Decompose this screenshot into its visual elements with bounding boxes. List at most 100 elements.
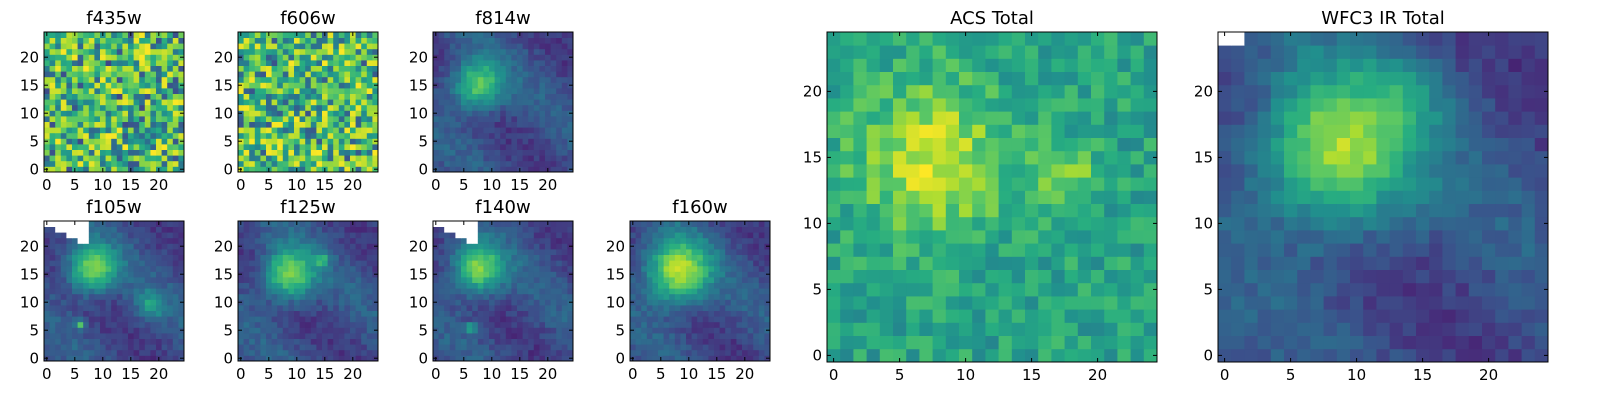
heatmap-cell	[361, 54, 368, 61]
heatmap-cell	[72, 93, 78, 100]
heatmap-cell	[461, 310, 467, 317]
heatmap-cell	[753, 265, 760, 272]
heatmap-cell	[561, 82, 568, 89]
heatmap-cell	[567, 310, 574, 317]
heatmap-cell	[316, 60, 323, 66]
heatmap-cell	[466, 144, 473, 150]
heatmap-cell	[561, 65, 568, 72]
heatmap-cell	[111, 243, 118, 250]
heatmap-cell	[322, 277, 328, 283]
heatmap-cell	[333, 299, 340, 306]
heatmap-cell	[243, 344, 250, 351]
heatmap-cell	[350, 226, 356, 233]
heatmap-cell	[238, 71, 244, 78]
heatmap-cell	[100, 160, 106, 167]
heatmap-cell	[528, 310, 535, 317]
heatmap-cell	[133, 144, 140, 150]
heatmap-cell	[742, 232, 748, 239]
heatmap-cell	[539, 82, 546, 89]
heatmap-cell	[466, 121, 473, 128]
heatmap-cell	[1143, 243, 1158, 257]
heatmap-cell	[94, 48, 101, 55]
heatmap-cell	[105, 116, 112, 122]
heatmap-cell	[449, 155, 456, 162]
heatmap-cell	[663, 293, 670, 300]
heatmap-cell	[466, 271, 473, 278]
heatmap-cell	[249, 65, 256, 72]
heatmap-cell	[94, 221, 101, 227]
heatmap-cell	[156, 305, 162, 311]
heatmap-cell	[66, 305, 73, 311]
heatmap-cell	[505, 305, 512, 311]
heatmap-cell	[758, 249, 765, 255]
heatmap-cell	[100, 48, 106, 55]
heatmap-cell	[94, 110, 101, 117]
heatmap-cell	[327, 71, 334, 78]
heatmap-cell	[144, 260, 151, 267]
heatmap-cell	[277, 333, 284, 339]
heatmap-cell	[94, 127, 101, 134]
heatmap-cell	[444, 60, 451, 66]
heatmap-cell	[522, 232, 529, 239]
heatmap-cell	[100, 65, 106, 72]
heatmap-cell	[1104, 190, 1118, 204]
heatmap-cell	[66, 232, 73, 239]
heatmap-cell	[1038, 177, 1052, 191]
heatmap-cell	[658, 226, 664, 233]
heatmap-cell	[238, 127, 244, 134]
heatmap-cell	[461, 43, 467, 50]
heatmap-cell	[561, 93, 568, 100]
heatmap-cell	[144, 43, 151, 50]
heatmap-cell	[238, 93, 244, 100]
heatmap-cell	[635, 260, 642, 267]
heatmap-cell	[747, 305, 754, 311]
heatmap-cell	[545, 316, 551, 323]
heatmap-cell	[691, 316, 698, 323]
heatmap-cell	[128, 226, 134, 233]
heatmap-cell	[322, 121, 328, 128]
heatmap-cell	[472, 54, 479, 61]
heatmap-cell	[1011, 256, 1026, 270]
heatmap-cell	[299, 43, 306, 50]
heatmap-cell	[327, 316, 334, 323]
heatmap-cell	[60, 93, 67, 100]
heatmap-cell	[361, 121, 368, 128]
heatmap-cell	[128, 299, 134, 306]
heatmap-cell	[172, 333, 179, 339]
heatmap-cell	[517, 71, 523, 78]
heatmap-cell	[355, 43, 362, 50]
heatmap-cell	[533, 65, 540, 72]
heatmap-cell	[494, 110, 501, 117]
heatmap-cell	[522, 138, 529, 145]
heatmap-cell	[663, 321, 670, 328]
heatmap-cell	[282, 104, 289, 111]
heatmap-cell	[327, 116, 334, 122]
heatmap-cell	[461, 76, 467, 83]
heatmap-cell	[139, 60, 146, 66]
heatmap-cell	[472, 221, 479, 227]
heatmap-cell	[652, 226, 659, 233]
heatmap-cell	[919, 230, 933, 244]
heatmap-cell	[556, 99, 563, 106]
heatmap-cell	[116, 82, 123, 89]
heatmap-cell	[528, 221, 535, 227]
heatmap-cell	[477, 333, 484, 339]
heatmap-cell	[260, 99, 267, 106]
heatmap-cell	[249, 149, 256, 156]
heatmap-cell	[77, 138, 84, 145]
heatmap-cell	[122, 265, 129, 272]
heatmap-cell	[449, 355, 456, 362]
heatmap-cell	[533, 37, 540, 44]
heatmap-cell	[66, 254, 73, 261]
heatmap-cell	[567, 88, 574, 94]
heatmap-cell	[561, 349, 568, 356]
heatmap-cell	[472, 254, 479, 261]
heatmap-cell	[630, 321, 636, 328]
heatmap-cell	[366, 254, 373, 261]
heatmap-cell	[178, 254, 185, 261]
heatmap-cell	[550, 237, 557, 244]
heatmap-cell	[122, 338, 129, 345]
heatmap-cell	[327, 93, 334, 100]
heatmap-cell	[658, 327, 664, 334]
heatmap-cell	[355, 349, 362, 356]
